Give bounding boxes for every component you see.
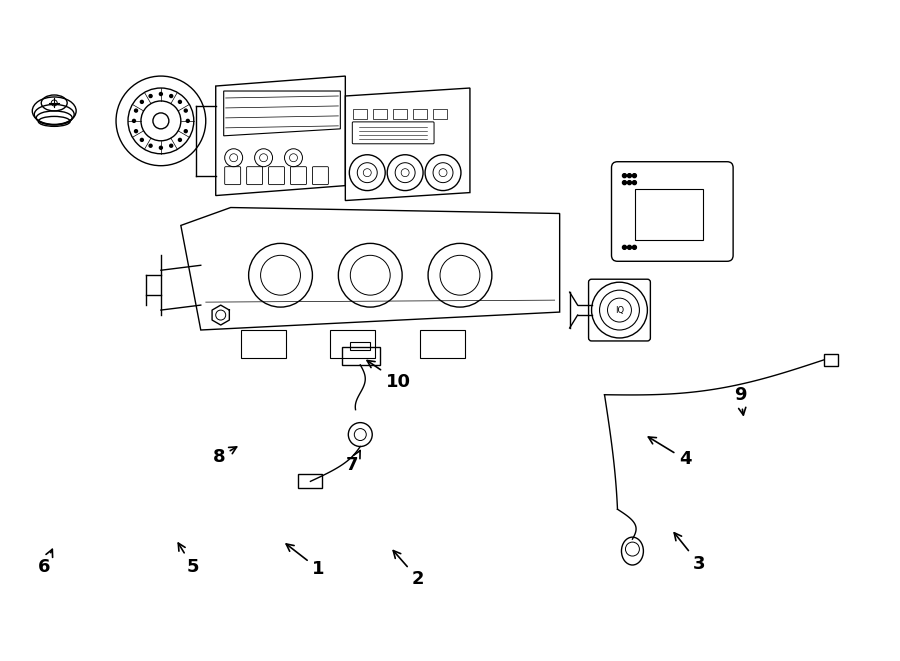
Circle shape	[170, 95, 173, 98]
Bar	[824, 354, 838, 366]
Circle shape	[623, 180, 626, 184]
Circle shape	[623, 245, 626, 249]
Circle shape	[633, 180, 636, 184]
Bar	[413, 109, 428, 119]
Circle shape	[170, 144, 173, 147]
Bar	[420, 330, 465, 358]
Text: IQ: IQ	[615, 305, 624, 315]
Text: 8: 8	[212, 447, 237, 467]
Circle shape	[134, 130, 138, 133]
Circle shape	[140, 100, 143, 103]
Circle shape	[627, 174, 632, 178]
Bar	[433, 109, 447, 119]
Text: 10: 10	[367, 360, 410, 391]
Circle shape	[623, 174, 626, 178]
Bar	[393, 109, 407, 119]
Bar	[342, 347, 380, 365]
Circle shape	[159, 146, 162, 149]
Bar	[240, 330, 285, 358]
Circle shape	[149, 95, 152, 98]
Circle shape	[633, 245, 636, 249]
Circle shape	[186, 120, 189, 122]
Circle shape	[627, 245, 632, 249]
Text: 4: 4	[648, 437, 691, 469]
Circle shape	[132, 120, 136, 122]
Circle shape	[184, 109, 187, 112]
Circle shape	[627, 180, 632, 184]
Circle shape	[178, 138, 182, 141]
Text: 7: 7	[346, 450, 360, 475]
Circle shape	[149, 144, 152, 147]
Text: 6: 6	[38, 549, 52, 576]
Text: 2: 2	[393, 551, 424, 588]
Text: 9: 9	[734, 386, 746, 415]
Text: 3: 3	[674, 533, 706, 573]
Bar	[374, 109, 387, 119]
Circle shape	[159, 93, 162, 95]
Text: 1: 1	[286, 544, 325, 578]
Bar	[635, 188, 703, 241]
Circle shape	[633, 174, 636, 178]
Bar	[354, 109, 367, 119]
Text: 5: 5	[178, 543, 199, 576]
Bar	[330, 330, 375, 358]
Circle shape	[140, 138, 143, 141]
Circle shape	[184, 130, 187, 133]
Circle shape	[134, 109, 138, 112]
Circle shape	[178, 100, 182, 103]
Bar	[350, 342, 370, 350]
Bar	[299, 475, 322, 488]
